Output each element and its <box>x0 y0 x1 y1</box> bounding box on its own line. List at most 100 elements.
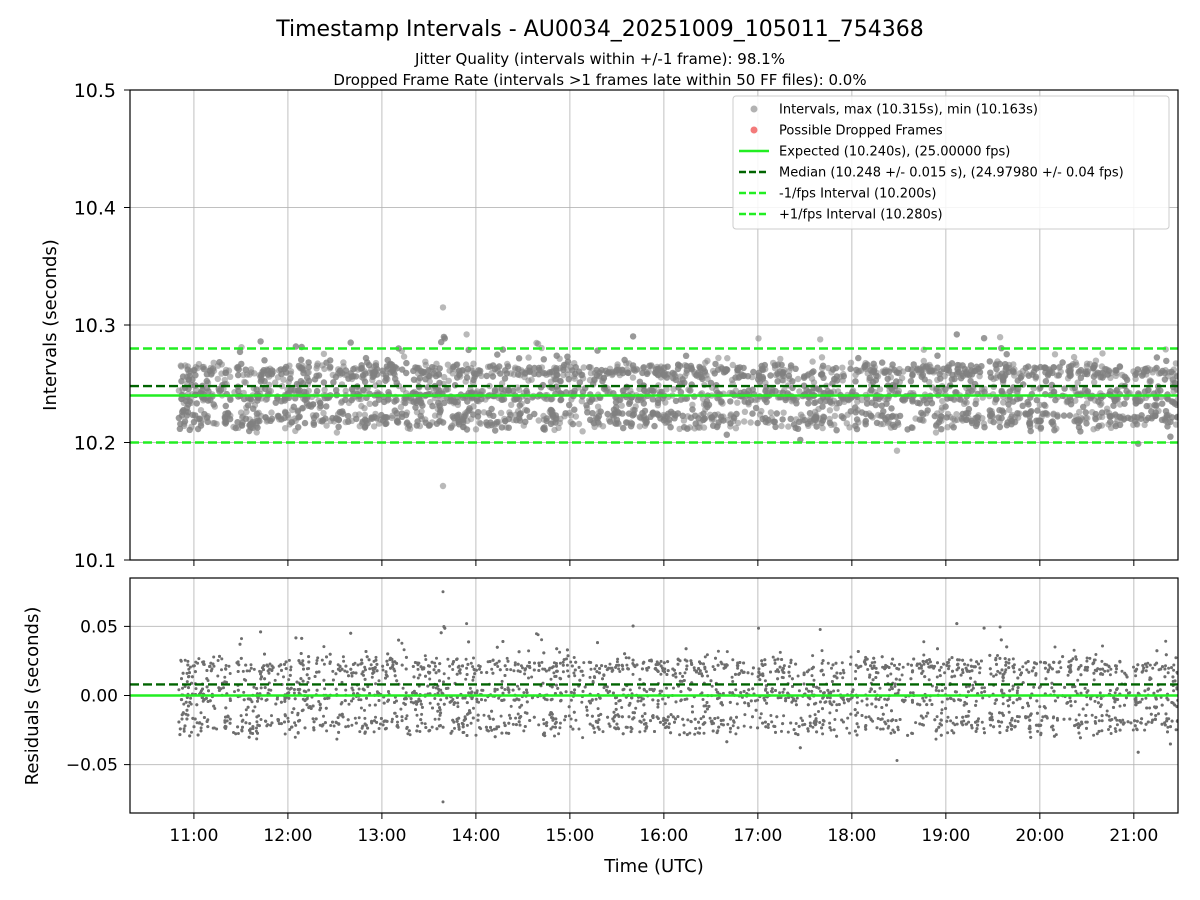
interval-point <box>419 369 426 377</box>
interval-point <box>594 403 602 410</box>
interval-point <box>333 387 340 394</box>
residual-point <box>433 717 437 721</box>
interval-point <box>186 426 193 434</box>
interval-point <box>508 401 515 408</box>
residual-point <box>1074 718 1078 722</box>
interval-point <box>242 366 249 373</box>
interval-point <box>192 372 199 379</box>
residual-point <box>475 691 479 695</box>
interval-point <box>486 363 494 370</box>
interval-point <box>189 411 196 419</box>
residual-point <box>228 672 232 675</box>
residual-point <box>608 662 612 666</box>
residual-point <box>527 649 531 653</box>
interval-point <box>1154 388 1161 395</box>
residual-point <box>845 726 849 730</box>
interval-point <box>287 375 294 382</box>
interval-point <box>323 422 330 429</box>
interval-point <box>1026 413 1033 420</box>
interval-point <box>340 359 347 366</box>
interval-point <box>176 425 184 432</box>
residual-point <box>980 720 984 724</box>
residual-point <box>252 685 256 689</box>
interval-point <box>724 366 731 373</box>
residual-point <box>731 658 735 662</box>
residual-point <box>645 690 649 694</box>
residual-point <box>244 678 248 682</box>
interval-point <box>571 375 578 382</box>
residual-point <box>255 737 259 741</box>
residual-point <box>249 663 253 667</box>
residual-point <box>1113 727 1117 731</box>
residual-point <box>514 716 518 720</box>
interval-point <box>623 419 630 426</box>
residual-point <box>922 662 926 666</box>
residual-point <box>430 725 434 729</box>
residual-point <box>428 701 432 705</box>
interval-point <box>780 377 787 384</box>
residual-point <box>734 688 738 692</box>
interval-point <box>649 396 656 403</box>
residual-point <box>1175 670 1178 674</box>
residual-point <box>1008 721 1012 725</box>
residual-point <box>593 730 597 734</box>
residual-point <box>897 688 901 692</box>
interval-point <box>275 412 282 420</box>
interval-point <box>759 415 766 423</box>
residual-point <box>947 658 951 662</box>
interval-point <box>785 423 792 430</box>
residual-point <box>734 732 738 736</box>
interval-point <box>496 363 503 370</box>
residual-point <box>687 687 690 690</box>
residual-point <box>433 661 437 665</box>
interval-point <box>232 424 239 432</box>
interval-point <box>502 367 509 374</box>
interval-point <box>391 398 398 405</box>
interval-point <box>540 425 547 432</box>
interval-point <box>675 361 682 368</box>
residual-point <box>530 675 534 679</box>
interval-point <box>683 395 690 402</box>
interval-point <box>1051 427 1058 434</box>
interval-point <box>449 413 456 420</box>
residual-point <box>856 725 860 729</box>
interval-point <box>852 378 859 385</box>
residual-point <box>468 686 472 690</box>
interval-point <box>613 366 620 374</box>
interval-point <box>201 411 208 418</box>
interval-point <box>1121 400 1128 407</box>
interval-point <box>175 414 183 422</box>
interval-point <box>878 402 885 409</box>
interval-point <box>780 409 787 416</box>
residual-point <box>239 714 243 718</box>
residual-point <box>928 658 931 661</box>
interval-point <box>701 368 708 375</box>
interval-point <box>523 387 530 394</box>
interval-point <box>531 364 538 372</box>
residual-point <box>920 723 924 726</box>
residual-point <box>1100 719 1104 723</box>
interval-point <box>360 386 367 394</box>
interval-point <box>222 410 229 417</box>
residual-point <box>820 649 824 653</box>
interval-point <box>322 415 329 422</box>
interval-point <box>1161 369 1169 377</box>
residual-point <box>356 663 360 667</box>
interval-point <box>752 404 760 412</box>
interval-point <box>689 401 696 408</box>
residual-point <box>656 705 660 709</box>
interval-point <box>555 424 562 432</box>
residual-point <box>286 716 290 720</box>
interval-point <box>389 367 396 375</box>
residual-point <box>688 731 692 735</box>
interval-point <box>572 413 580 420</box>
residual-point <box>577 727 581 731</box>
interval-point <box>571 387 578 394</box>
residual-point <box>288 728 292 731</box>
interval-point <box>447 424 455 431</box>
residual-point <box>616 657 620 661</box>
interval-point <box>939 397 946 405</box>
residual-point <box>474 733 478 737</box>
residual-point <box>617 667 621 671</box>
interval-point <box>596 373 603 380</box>
